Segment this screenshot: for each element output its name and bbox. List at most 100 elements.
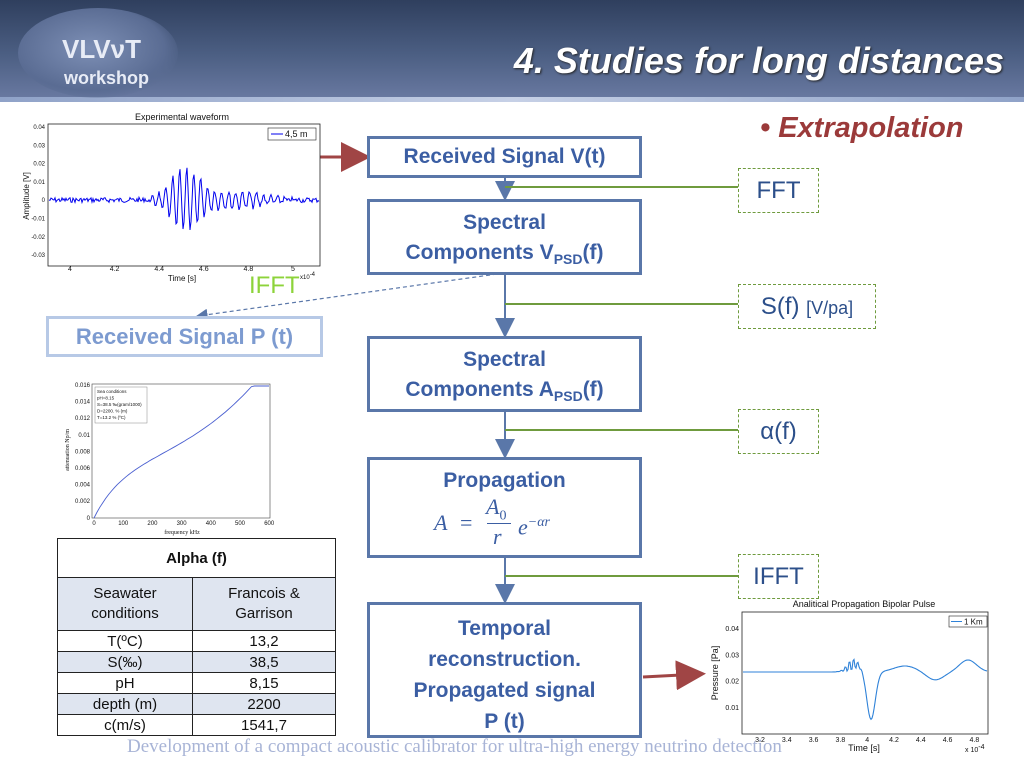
box-propagation-title: Propagation (443, 469, 566, 492)
waveform-legend-label: 4,5 m (285, 129, 308, 139)
alpha-table-col1: Seawater conditions (57, 577, 193, 631)
attenuation-legend-line: T=13.2 % (ºC) (97, 415, 126, 420)
alpha-table-col2: Francois & Garrison (192, 577, 336, 631)
bipolar-ylabel: Pressure [Pa] (710, 646, 720, 701)
waveform-xlabel: Time [s] (168, 274, 196, 283)
logo-badge (18, 8, 178, 98)
attenuation-ytick-label: 0 (87, 516, 91, 522)
attenuation-ytick-label: 0.008 (75, 449, 91, 455)
bipolar-xtick-label: 4 (865, 737, 869, 744)
waveform-chart: Experimental waveform 0.04 0.03 0.02 0.01 0 -… (22, 112, 321, 283)
table-row-param: depth (m) (57, 693, 193, 715)
bipolar-ytick-label: 0.04 (725, 626, 739, 633)
logo-title: VLVνT (62, 34, 141, 64)
attenuation-ytick-label: 0.002 (75, 499, 91, 505)
bipolar-xtick-label: 3.8 (836, 737, 846, 744)
bipolar-xtick-label: 4.6 (943, 737, 953, 744)
table-row-value: 8,15 (192, 672, 336, 694)
bipolar-xtick-label: 4.8 (970, 737, 980, 744)
bipolar-chart: Analitical Propagation Bipolar Pulse 0.0… (710, 599, 989, 754)
note-sf: S(f) [V/pa] (738, 284, 876, 329)
attenuation-ytick-label: 0.012 (75, 416, 91, 422)
box-propagation: Propagation A = A0 r e−αr (367, 457, 642, 558)
bipolar-xtick-label: 3.2 (755, 737, 765, 744)
attenuation-chart: Sea conditions pH=8.15S=38.5 ‰(gram/1000)… (65, 383, 275, 536)
waveform-ytick-label: -0.02 (31, 235, 45, 241)
attenuation-xtick-label: 200 (147, 521, 158, 527)
box-received-signal-p: Received Signal P (t) (46, 316, 323, 357)
alpha-table-title: Alpha (f) (57, 538, 336, 578)
attenuation-ytick-label: 0.014 (75, 400, 91, 406)
attenuation-legend-line: Sea conditions (97, 389, 127, 394)
waveform-ytick-label: 0.02 (33, 162, 45, 168)
table-row-value: 1541,7 (192, 714, 336, 736)
waveform-xtick-label: 4.2 (110, 266, 120, 273)
logo-subtitle: workshop (64, 68, 150, 88)
bipolar-plot-area (741, 611, 989, 735)
table-row-value: 2200 (192, 693, 336, 715)
waveform-x-exponent: x10-4 (300, 272, 316, 281)
waveform-ytick-label: 0.01 (33, 180, 45, 186)
bipolar-series-line (743, 658, 988, 721)
table-row-param: c(m/s) (57, 714, 193, 736)
bipolar-xtick-label: 4.2 (889, 737, 899, 744)
propagation-formula: A = A0 r e−αr (434, 494, 551, 549)
header-divider (0, 97, 1024, 102)
attenuation-legend-line: S=38.5 ‰(gram/1000) (97, 402, 142, 407)
waveform-series-line (48, 167, 320, 231)
box-spectral-apsd-line2: Components APSD(f) (405, 378, 604, 405)
attenuation-ylabel: attenuation Np/m (65, 429, 71, 471)
box-temporal-line4: P (t) (484, 710, 525, 733)
ifft-label: IFFT (249, 272, 300, 299)
waveform-ytick-label: 0.04 (33, 125, 45, 131)
waveform-xtick-label: 5 (291, 266, 295, 273)
arrow-reconstruction-to-pulse (642, 660, 706, 691)
box-spectral-vpsd-line2: Components VPSD(f) (405, 241, 604, 268)
note-alpha: α(f) (738, 409, 819, 454)
waveform-ytick-label: 0.03 (33, 143, 45, 149)
waveform-xtick-label: 4.6 (199, 266, 209, 273)
waveform-xtick-label: 4.4 (154, 266, 164, 273)
attenuation-ytick-label: 0.004 (75, 483, 91, 489)
bipolar-legend-box (948, 615, 988, 628)
alpha-table: Alpha (f) Seawater conditions Francois &… (57, 538, 336, 736)
attenuation-xtick-label: 0 (92, 521, 96, 527)
slide-title: 4. Studies for long distances (513, 40, 1004, 81)
table-row-value: 13,2 (192, 630, 336, 652)
attenuation-xtick-label: 400 (206, 521, 217, 527)
attenuation-xtick-label: 100 (118, 521, 129, 527)
table-row-value: 38,5 (192, 651, 336, 673)
waveform-xtick-label: 4 (68, 266, 72, 273)
bipolar-legend-label: 1 Km (964, 618, 983, 627)
box-spectral-apsd: Spectral Components APSD(f) (367, 336, 642, 412)
attenuation-legend-line: D=2200. % (m) (97, 409, 128, 414)
attenuation-xlabel: frequency kHz (164, 529, 200, 536)
attenuation-curve (93, 385, 269, 519)
bipolar-xtick-label: 3.6 (809, 737, 819, 744)
box-received-signal: Received Signal V(t) (367, 136, 642, 178)
note-ifft: IFFT (738, 554, 819, 599)
box-spectral-vpsd-line1: Spectral (463, 211, 546, 234)
note-fft: FFT (738, 168, 819, 213)
attenuation-xtick-label: 600 (264, 521, 275, 527)
waveform-legend-box (267, 127, 317, 141)
waveform-ytick-label: -0.03 (31, 253, 45, 259)
box-temporal-line2: reconstruction. (428, 648, 581, 671)
box-temporal-line3: Propagated signal (413, 679, 596, 702)
attenuation-ytick-label: 0.016 (75, 383, 91, 389)
attenuation-ytick-label: 0.01 (78, 433, 90, 439)
attenuation-xtick-label: 300 (177, 521, 188, 527)
arrow-ifft-dashed (195, 273, 498, 321)
waveform-title: Experimental waveform (135, 112, 229, 122)
attenuation-legend-line: pH=8.15 (97, 396, 115, 401)
box-spectral-vpsd: Spectral Components VPSD(f) (367, 199, 642, 275)
table-row-param: pH (57, 672, 193, 694)
box-received-signal-label: Received Signal V(t) (403, 145, 606, 168)
waveform-ylabel: Amplitude [V] (22, 172, 31, 220)
attenuation-legend-box (94, 386, 148, 424)
waveform-ytick-label: -0.01 (31, 217, 45, 223)
table-row-param: S(‰) (57, 651, 193, 673)
attenuation-ytick-label: 0.006 (75, 466, 91, 472)
box-temporal-reconstruction: Temporal reconstruction. Propagated sign… (367, 602, 642, 738)
